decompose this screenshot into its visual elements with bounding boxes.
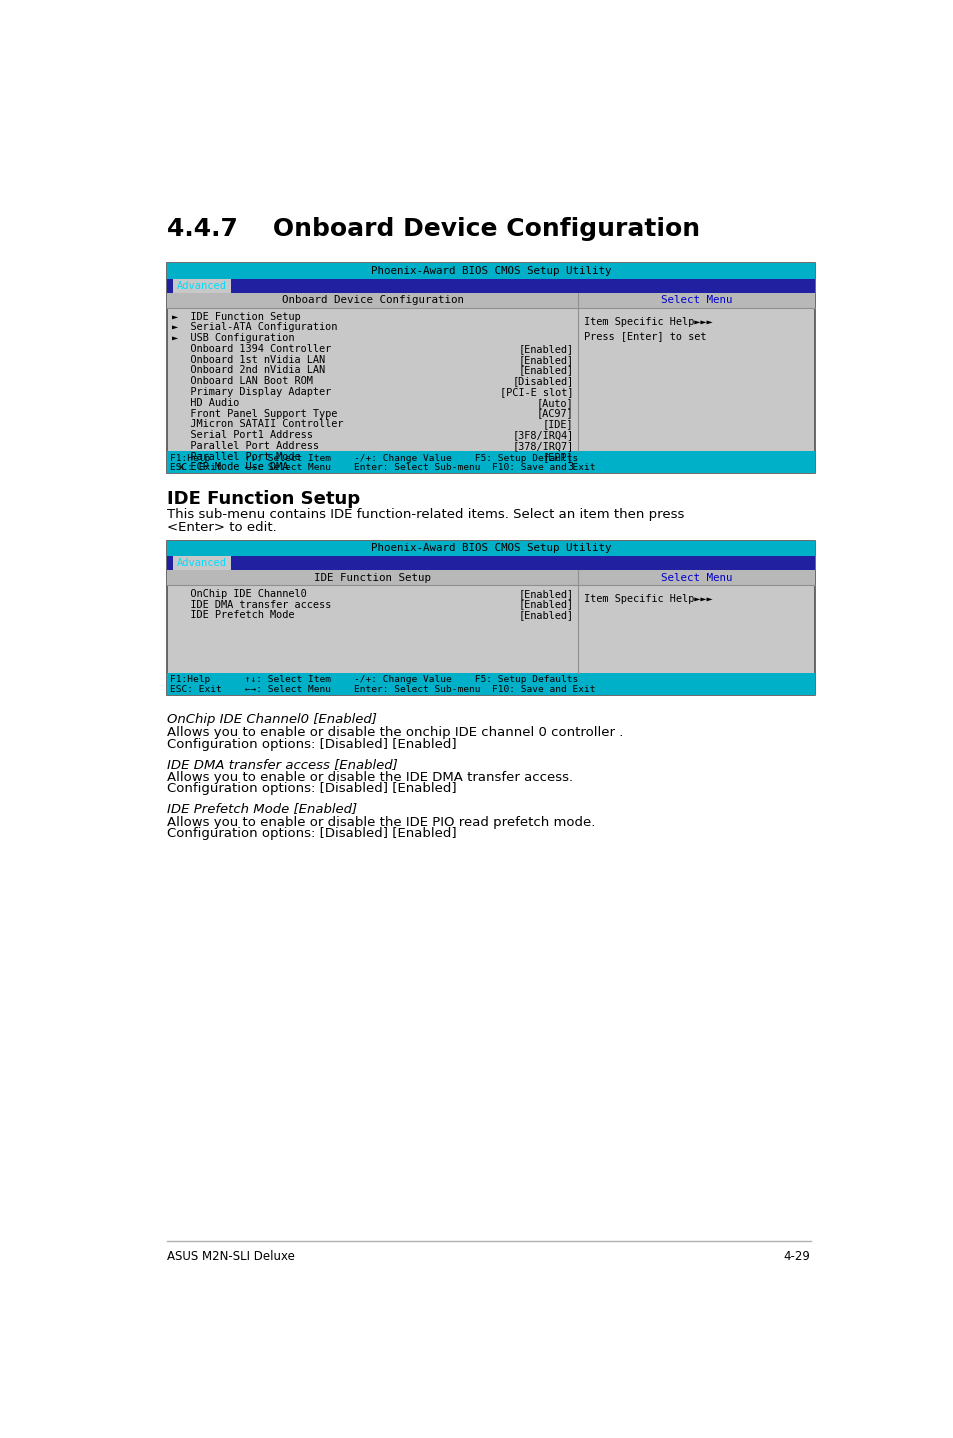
Bar (167, 541, 815, 695)
Text: x ECP Mode Use DMA: x ECP Mode Use DMA (172, 463, 288, 473)
Text: Phoenix-Award BIOS CMOS Setup Utility: Phoenix-Award BIOS CMOS Setup Utility (371, 266, 611, 276)
Text: 4-29: 4-29 (782, 1250, 810, 1263)
Text: [Enabled]: [Enabled] (517, 600, 573, 610)
Text: Onboard 1394 Controller: Onboard 1394 Controller (172, 344, 331, 354)
Bar (167, 293, 578, 308)
Bar (167, 263, 815, 473)
Text: Allows you to enable or disable the IDE DMA transfer access.: Allows you to enable or disable the IDE … (167, 771, 573, 784)
Bar (167, 541, 815, 557)
Text: This sub-menu contains IDE function-related items. Select an item then press: This sub-menu contains IDE function-rela… (167, 508, 684, 522)
Text: HD Audio: HD Audio (172, 398, 239, 408)
Text: OnChip IDE Channel0 [Enabled]: OnChip IDE Channel0 [Enabled] (167, 713, 376, 726)
Text: Phoenix-Award BIOS CMOS Setup Utility: Phoenix-Award BIOS CMOS Setup Utility (371, 544, 611, 554)
Text: [Enabled]: [Enabled] (517, 355, 573, 365)
Text: OnChip IDE Channel0: OnChip IDE Channel0 (172, 588, 306, 598)
Text: [Enabled]: [Enabled] (517, 365, 573, 375)
Text: [Auto]: [Auto] (537, 398, 573, 408)
Text: JMicron SATAII Controller: JMicron SATAII Controller (172, 420, 343, 430)
Bar (167, 569, 578, 585)
Text: Onboard 2nd nVidia LAN: Onboard 2nd nVidia LAN (172, 365, 325, 375)
Text: ►  Serial-ATA Configuration: ► Serial-ATA Configuration (172, 322, 337, 332)
Text: F1:Help      ↑↓: Select Item    -/+: Change Value    F5: Setup Defaults: F1:Help ↑↓: Select Item -/+: Change Valu… (171, 454, 578, 463)
Text: [3F8/IRQ4]: [3F8/IRQ4] (512, 430, 573, 440)
Text: [AC97]: [AC97] (537, 408, 573, 418)
Bar (167, 673, 815, 695)
Text: Select Menu: Select Menu (660, 295, 732, 305)
Bar (578, 569, 815, 585)
Text: Select Menu: Select Menu (660, 572, 732, 582)
Text: Onboard 1st nVidia LAN: Onboard 1st nVidia LAN (172, 355, 325, 365)
Text: Item Specific Help►►►: Item Specific Help►►► (583, 316, 712, 326)
Text: [Enabled]: [Enabled] (517, 610, 573, 620)
Text: IDE DMA transfer access [Enabled]: IDE DMA transfer access [Enabled] (167, 758, 397, 771)
Bar (173, 279, 231, 293)
Text: ASUS M2N-SLI Deluxe: ASUS M2N-SLI Deluxe (167, 1250, 294, 1263)
Text: Primary Display Adapter: Primary Display Adapter (172, 387, 331, 397)
Text: 3: 3 (567, 463, 573, 473)
Text: Parallel Port Address: Parallel Port Address (172, 441, 318, 452)
Bar (578, 293, 815, 308)
Text: ESC: Exit    ←→: Select Menu    Enter: Select Sub-menu  F10: Save and Exit: ESC: Exit ←→: Select Menu Enter: Select … (171, 684, 596, 693)
Text: Onboard LAN Boot ROM: Onboard LAN Boot ROM (172, 377, 313, 387)
Text: Allows you to enable or disable the onchip IDE channel 0 controller .: Allows you to enable or disable the onch… (167, 726, 623, 739)
Text: [PCI-E slot]: [PCI-E slot] (499, 387, 573, 397)
Bar (167, 279, 815, 293)
Text: Advanced: Advanced (177, 280, 227, 290)
Text: IDE Prefetch Mode [Enabled]: IDE Prefetch Mode [Enabled] (167, 802, 357, 815)
Bar (167, 452, 815, 473)
Text: Front Panel Support Type: Front Panel Support Type (172, 408, 337, 418)
Text: Configuration options: [Disabled] [Enabled]: Configuration options: [Disabled] [Enabl… (167, 827, 456, 840)
Text: ESC: Exit    ←→: Select Menu    Enter: Select Sub-menu  F10: Save and Exit: ESC: Exit ←→: Select Menu Enter: Select … (171, 463, 596, 472)
Text: Configuration options: [Disabled] [Enabled]: Configuration options: [Disabled] [Enabl… (167, 782, 456, 795)
Bar (167, 557, 815, 569)
Text: IDE Function Setup: IDE Function Setup (314, 572, 431, 582)
Text: ►  IDE Function Setup: ► IDE Function Setup (172, 312, 300, 322)
Text: Configuration options: [Disabled] [Enabled]: Configuration options: [Disabled] [Enabl… (167, 738, 456, 751)
Text: IDE DMA transfer access: IDE DMA transfer access (172, 600, 331, 610)
Text: 4.4.7    Onboard Device Configuration: 4.4.7 Onboard Device Configuration (167, 217, 700, 242)
Text: [EPP]: [EPP] (542, 452, 573, 462)
Text: Allows you to enable or disable the IDE PIO read prefetch mode.: Allows you to enable or disable the IDE … (167, 815, 595, 828)
Text: F1:Help      ↑↓: Select Item    -/+: Change Value    F5: Setup Defaults: F1:Help ↑↓: Select Item -/+: Change Valu… (171, 676, 578, 684)
Text: <Enter> to edit.: <Enter> to edit. (167, 521, 276, 533)
Text: IDE Function Setup: IDE Function Setup (167, 490, 360, 508)
Bar (167, 263, 815, 279)
Text: ►  USB Configuration: ► USB Configuration (172, 334, 294, 344)
Text: Item Specific Help►►►: Item Specific Help►►► (583, 594, 712, 604)
Bar (173, 557, 231, 569)
Text: [IDE]: [IDE] (542, 420, 573, 430)
Text: Press [Enter] to set: Press [Enter] to set (583, 331, 706, 341)
Text: Serial Port1 Address: Serial Port1 Address (172, 430, 313, 440)
Text: [378/IRQ7]: [378/IRQ7] (512, 441, 573, 452)
Text: Onboard Device Configuration: Onboard Device Configuration (281, 295, 463, 305)
Text: [Enabled]: [Enabled] (517, 588, 573, 598)
Text: [Enabled]: [Enabled] (517, 344, 573, 354)
Text: Parallel Port Mode: Parallel Port Mode (172, 452, 300, 462)
Text: IDE Prefetch Mode: IDE Prefetch Mode (172, 610, 294, 620)
Text: [Disabled]: [Disabled] (512, 377, 573, 387)
Text: Advanced: Advanced (177, 558, 227, 568)
